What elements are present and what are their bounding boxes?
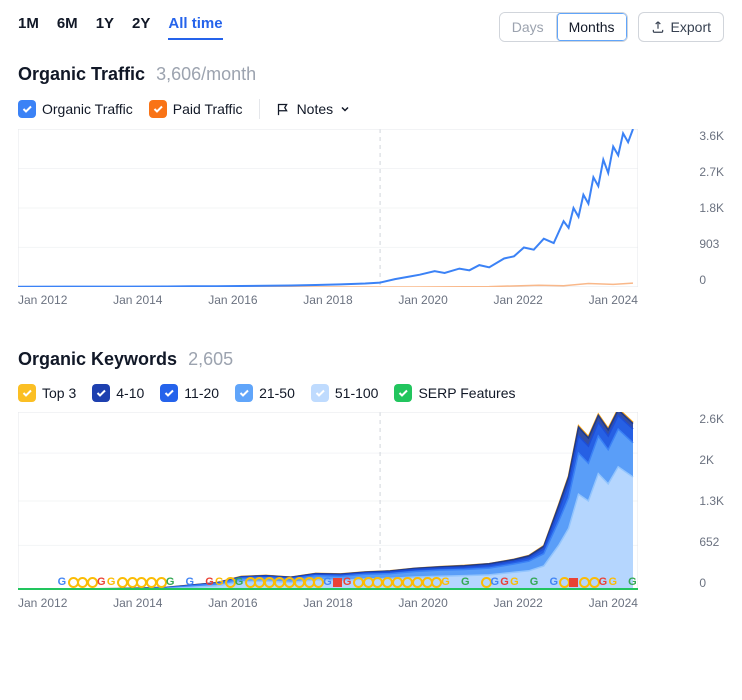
legend-11-20[interactable]: 11-20 (160, 384, 219, 402)
traffic-chart: 3.6K2.7K1.8K9030 (18, 129, 724, 287)
notes-label: Notes (297, 101, 334, 117)
export-icon (651, 20, 665, 34)
checkbox-51-100-icon (311, 384, 329, 402)
range-tab-2y[interactable]: 2Y (132, 15, 150, 40)
checkbox-serp-icon (394, 384, 412, 402)
checkbox-top3-icon (18, 384, 36, 402)
range-tab-1y[interactable]: 1Y (96, 15, 114, 40)
checkbox-4-10-icon (92, 384, 110, 402)
top-toolbar: 1M 6M 1Y 2Y All time Days Months Export (18, 12, 724, 42)
traffic-title-text: Organic Traffic (18, 64, 145, 84)
right-controls: Days Months Export (499, 12, 724, 42)
traffic-value: 3,606/month (156, 64, 256, 84)
google-updates-strip: GGGGGGGGGGGGGGGGGGGG (18, 574, 638, 590)
keywords-x-axis-labels: Jan 2012Jan 2014Jan 2016Jan 2018Jan 2020… (18, 596, 638, 610)
legend-divider (259, 99, 260, 119)
legend-21-50[interactable]: 21-50 (235, 384, 295, 402)
chevron-down-icon (339, 103, 351, 115)
keywords-value: 2,605 (188, 349, 233, 369)
legend-4-10-label: 4-10 (116, 385, 144, 401)
legend-top3-label: Top 3 (42, 385, 76, 401)
granularity-months-button[interactable]: Months (556, 13, 627, 41)
notes-flag-icon (276, 102, 291, 117)
granularity-days-button[interactable]: Days (500, 13, 556, 41)
legend-21-50-label: 21-50 (259, 385, 295, 401)
legend-paid-label: Paid Traffic (173, 101, 243, 117)
traffic-chart-svg (18, 129, 638, 287)
keywords-section-title: Organic Keywords 2,605 (18, 349, 724, 370)
legend-top3[interactable]: Top 3 (18, 384, 76, 402)
legend-organic-label: Organic Traffic (42, 101, 133, 117)
legend-11-20-label: 11-20 (184, 385, 219, 401)
legend-paid-traffic[interactable]: Paid Traffic (149, 100, 243, 118)
checkbox-organic-icon (18, 100, 36, 118)
legend-51-100[interactable]: 51-100 (311, 384, 379, 402)
traffic-legend: Organic Traffic Paid Traffic Notes (18, 99, 724, 119)
export-button[interactable]: Export (638, 12, 724, 42)
time-range-tabs: 1M 6M 1Y 2Y All time (18, 15, 223, 40)
export-label: Export (671, 19, 711, 35)
keywords-title-text: Organic Keywords (18, 349, 177, 369)
keywords-chart: 2.6K2K1.3K6520 GGGGGGGGGGGGGGGGGGGG (18, 412, 724, 590)
legend-serp-features[interactable]: SERP Features (394, 384, 515, 402)
checkbox-paid-icon (149, 100, 167, 118)
range-tab-6m[interactable]: 6M (57, 15, 78, 40)
range-tab-1m[interactable]: 1M (18, 15, 39, 40)
keywords-legend: Top 3 4-10 11-20 21-50 51-100 SERP Featu… (18, 384, 724, 402)
traffic-y-axis-labels: 3.6K2.7K1.8K9030 (699, 129, 724, 287)
traffic-section-title: Organic Traffic 3,606/month (18, 64, 724, 85)
keywords-y-axis-labels: 2.6K2K1.3K6520 (699, 412, 724, 590)
checkbox-11-20-icon (160, 384, 178, 402)
legend-serp-label: SERP Features (418, 385, 515, 401)
traffic-x-axis-labels: Jan 2012Jan 2014Jan 2016Jan 2018Jan 2020… (18, 293, 638, 307)
granularity-toggle: Days Months (499, 12, 628, 42)
range-tab-all-time[interactable]: All time (168, 15, 222, 40)
keywords-chart-svg (18, 412, 638, 590)
notes-button[interactable]: Notes (276, 101, 352, 117)
legend-51-100-label: 51-100 (335, 385, 379, 401)
legend-organic-traffic[interactable]: Organic Traffic (18, 100, 133, 118)
checkbox-21-50-icon (235, 384, 253, 402)
legend-4-10[interactable]: 4-10 (92, 384, 144, 402)
